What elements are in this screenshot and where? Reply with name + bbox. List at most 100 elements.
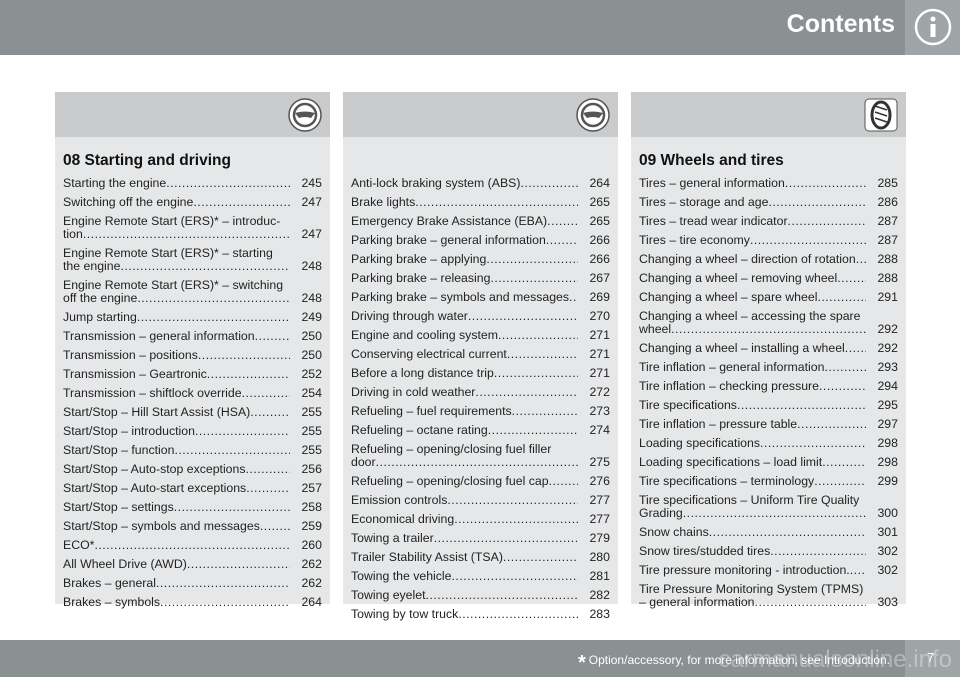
watermark: carmanualsonline.info	[718, 646, 952, 673]
toc-entry: Changing a wheel – installing a wheel 292	[631, 339, 906, 358]
toc-entry: Tire pressure monitoring - introduction.…	[631, 561, 906, 580]
entry-title: Refueling – fuel requirements	[351, 405, 578, 418]
entry-page: 267	[589, 271, 610, 285]
page-number: 7	[905, 640, 960, 677]
entry-page: 271	[589, 366, 610, 380]
toc-entry: Transmission – positions 250	[55, 346, 330, 365]
entry-page: 260	[301, 538, 322, 552]
toc-entry: Towing the vehicle 281	[343, 567, 618, 586]
entry-title: Brakes – general	[63, 577, 290, 590]
entry-title: Engine and cooling system	[351, 329, 578, 342]
entry-page: 255	[301, 443, 322, 457]
entry-title: Refueling – opening/closing fuel filler …	[351, 443, 578, 469]
toc-entry: Changing a wheel – removing wheel 288	[631, 269, 906, 288]
toc-entry: Tires – storage and age 286	[631, 193, 906, 212]
toc-entry: Before a long distance trip 271	[343, 364, 618, 383]
entry-page: 295	[877, 398, 898, 412]
entry-title: Parking brake – symbols and messages	[351, 291, 578, 304]
toc-entry: ECO* 260	[55, 536, 330, 555]
entry-page: 291	[877, 290, 898, 304]
entry-page: 262	[301, 557, 322, 571]
toc-entry: Driving in cold weather 272	[343, 383, 618, 402]
toc-entry: Parking brake – symbols and messages 269	[343, 288, 618, 307]
entry-title: Conserving electrical current	[351, 348, 578, 361]
footer: * Option/accessory, for more information,…	[0, 640, 960, 677]
toc-entry: Loading specifications – load limit 298	[631, 453, 906, 472]
entry-title: Towing the vehicle	[351, 570, 578, 583]
entry-page: 270	[589, 309, 610, 323]
entry-page: 283	[589, 607, 610, 621]
entry-title: Tire specifications – Uniform Tire Quali…	[639, 494, 866, 520]
entry-page: 250	[301, 329, 322, 343]
entry-title: Changing a wheel – removing wheel	[639, 272, 866, 285]
toc-entry: Towing a trailer 279	[343, 529, 618, 548]
toc-entry: Emission controls 277	[343, 491, 618, 510]
entry-title: Emission controls	[351, 494, 578, 507]
entry-page: 259	[301, 519, 322, 533]
toc-entry: Switching off the engine 247	[55, 193, 330, 212]
entry-page: 247	[301, 195, 322, 209]
section-title: 09 Wheels and tires	[639, 152, 784, 169]
toc-entry: Start/Stop – symbols and messages 259	[55, 517, 330, 536]
entry-title: Towing by tow truck	[351, 608, 578, 621]
entry-title: Changing a wheel – direction of rotation	[639, 253, 866, 266]
entry-title: Towing eyelet	[351, 589, 578, 602]
entry-page: 269	[589, 290, 610, 304]
toc-entry: Parking brake – releasing 267	[343, 269, 618, 288]
section-title: 08 Starting and driving	[63, 152, 231, 169]
entry-page: 276	[589, 474, 610, 488]
entry-title: Snow chains	[639, 526, 866, 539]
entry-page: 250	[301, 348, 322, 362]
entry-page: 282	[589, 588, 610, 602]
toc-entry: Transmission – general information 250	[55, 327, 330, 346]
entry-title: Before a long distance trip	[351, 367, 578, 380]
entry-title: Tires – storage and age	[639, 196, 866, 209]
entry-title: Parking brake – releasing	[351, 272, 578, 285]
note-text: Option/accessory, for more information, …	[588, 653, 890, 667]
entry-title: Towing a trailer	[351, 532, 578, 545]
panel: 08 Starting and driving Starting the engi…	[55, 92, 330, 609]
entry-title: Engine Remote Start (ERS)* – introduc­ti…	[63, 215, 290, 241]
entry-title: Tires – general information	[639, 177, 866, 190]
toc-entry: Tire specifications – terminology 299	[631, 472, 906, 491]
entry-title: Trailer Stability Assist (TSA)	[351, 551, 578, 564]
entry-page: 298	[877, 436, 898, 450]
entry-page: 262	[301, 576, 322, 590]
entry-page: 297	[877, 417, 898, 431]
toc-entry: Loading specifications 298	[631, 434, 906, 453]
entry-title: Start/Stop – Auto-stop exceptions	[63, 463, 290, 476]
toc-entry: Driving through water 270	[343, 307, 618, 326]
entry-title: Tire inflation – checking pressure	[639, 380, 866, 393]
entry-title: Tire specifications – terminology	[639, 475, 866, 488]
toc-entry: Starting the engine 245	[55, 174, 330, 193]
entry-title: Changing a wheel – installing a wheel	[639, 342, 866, 355]
toc-entry: Tire specifications 295	[631, 396, 906, 415]
entry-title: Transmission – general information	[63, 330, 290, 343]
entry-page: 288	[877, 271, 898, 285]
entry-page: 255	[301, 424, 322, 438]
entry-page: 258	[301, 500, 322, 514]
entry-title: Loading specifications	[639, 437, 866, 450]
entry-page: 285	[877, 176, 898, 190]
toc-entry: Tire inflation – checking pressure 294	[631, 377, 906, 396]
entry-title: Brake lights	[351, 196, 578, 209]
toc-entry: Refueling – fuel requirements 273	[343, 402, 618, 421]
toc-entry: Snow tires/studded tires 302	[631, 542, 906, 561]
entry-title: Start/Stop – Auto-start exceptions	[63, 482, 290, 495]
entry-page: 252	[301, 367, 322, 381]
entry-page: 292	[877, 322, 898, 336]
toc-entry: Tires – general information 285	[631, 174, 906, 193]
entry-page: 248	[301, 291, 322, 305]
entry-page: 298	[877, 455, 898, 469]
entry-page: 303	[877, 595, 898, 609]
panel-header	[55, 92, 330, 137]
toc-entry: Refueling – octane rating 274	[343, 421, 618, 440]
entry-title: Tires – tread wear indicator	[639, 215, 866, 228]
toc-entry: Transmission – Geartronic 252	[55, 365, 330, 384]
toc-entry: Brakes – symbols 264	[55, 593, 330, 612]
entry-title: Snow tires/studded tires	[639, 545, 866, 558]
entry-title: Tire inflation – pressure table	[639, 418, 866, 431]
panel-header	[343, 92, 618, 137]
entry-title: Start/Stop – symbols and messages	[63, 520, 290, 533]
entry-title: Loading specifications – load limit	[639, 456, 866, 469]
